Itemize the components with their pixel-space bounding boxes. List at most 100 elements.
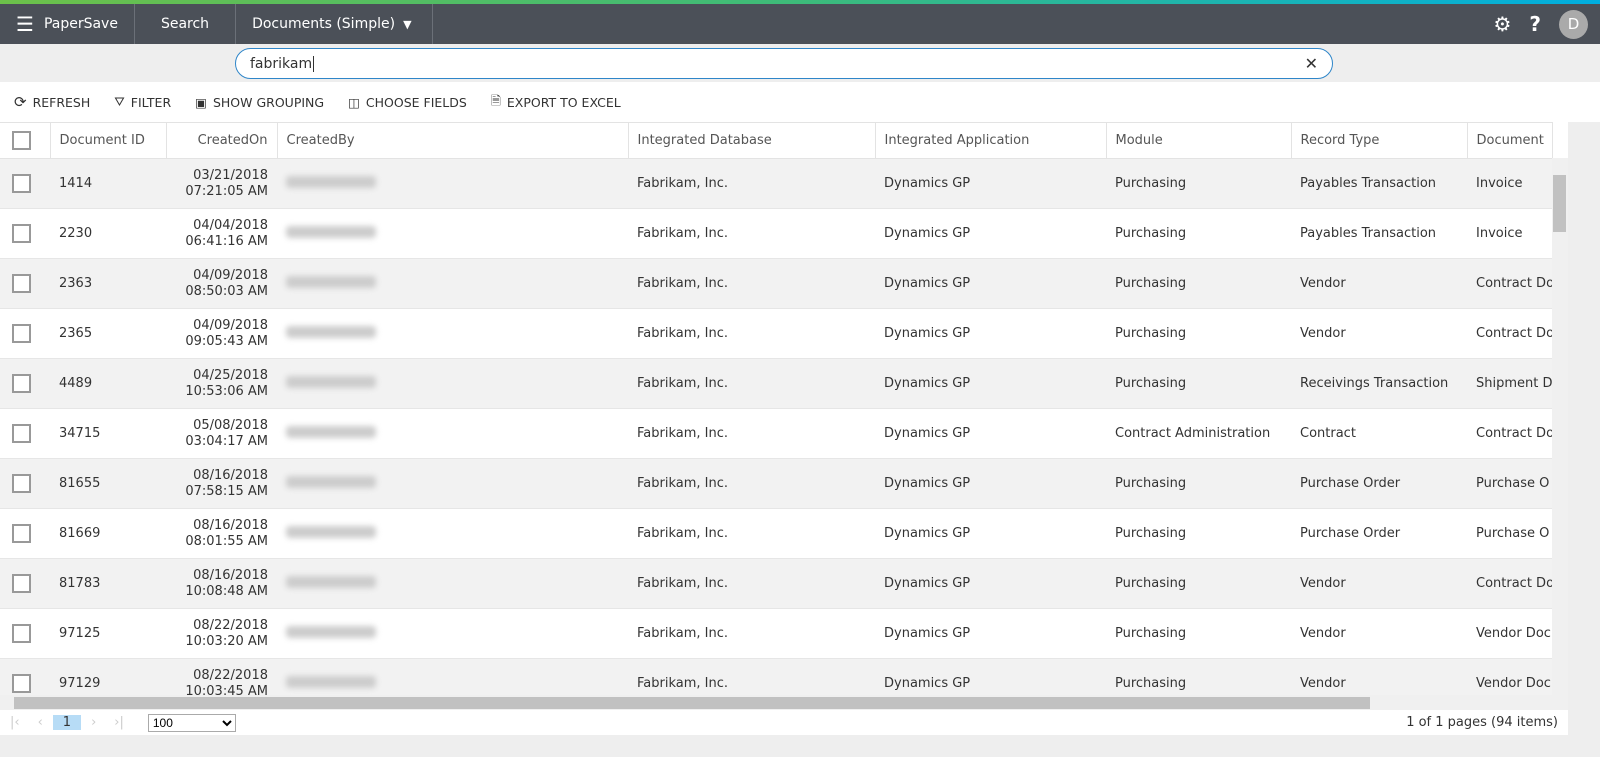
cell-integrated-application: Dynamics GP bbox=[875, 358, 1106, 409]
cell-module: Purchasing bbox=[1106, 658, 1291, 695]
cell-record-type: Vendor bbox=[1291, 658, 1467, 695]
cell-integrated-application: Dynamics GP bbox=[875, 258, 1106, 309]
select-all-checkbox-cell[interactable] bbox=[0, 122, 51, 159]
table-row[interactable]: 4489 04/25/2018 10:53:06 AM Fabrikam, Inc… bbox=[0, 358, 1552, 409]
table-row[interactable]: 81655 08/16/2018 07:58:15 AM Fabrikam, In… bbox=[0, 458, 1552, 509]
cell-createdon: 08/22/2018 10:03:20 AM bbox=[166, 608, 277, 659]
row-checkbox-cell[interactable] bbox=[0, 408, 50, 459]
created-date: 03/21/2018 bbox=[193, 167, 268, 183]
col-document[interactable]: Document bbox=[1467, 122, 1553, 159]
show-grouping-button[interactable]: ▣ SHOW GROUPING bbox=[195, 95, 324, 110]
avatar[interactable]: D bbox=[1559, 9, 1588, 39]
row-checkbox-cell[interactable] bbox=[0, 658, 50, 695]
cell-integrated-application: Dynamics GP bbox=[875, 558, 1106, 609]
row-checkbox[interactable] bbox=[12, 224, 31, 243]
filter-button[interactable]: ⛛ FILTER bbox=[114, 94, 171, 110]
first-page-icon[interactable]: |‹ bbox=[10, 715, 20, 730]
table-row[interactable]: 81669 08/16/2018 08:01:55 AM Fabrikam, In… bbox=[0, 508, 1552, 559]
cell-integrated-database: Fabrikam, Inc. bbox=[628, 658, 875, 695]
refresh-button[interactable]: ⟳ REFRESH bbox=[14, 93, 90, 111]
redacted-name bbox=[286, 475, 376, 488]
row-checkbox[interactable] bbox=[12, 624, 31, 643]
export-excel-button[interactable]: 🗎 EXPORT TO EXCEL bbox=[491, 92, 621, 113]
row-checkbox-cell[interactable] bbox=[0, 208, 50, 259]
row-checkbox[interactable] bbox=[12, 474, 31, 493]
created-time: 10:03:45 AM bbox=[185, 683, 268, 696]
redacted-name bbox=[286, 175, 376, 188]
redacted-name bbox=[286, 675, 376, 688]
last-page-icon[interactable]: ›| bbox=[114, 715, 124, 730]
row-checkbox-cell[interactable] bbox=[0, 258, 50, 309]
created-time: 03:04:17 AM bbox=[185, 433, 268, 449]
help-icon[interactable]: ? bbox=[1529, 12, 1541, 36]
row-checkbox-cell[interactable] bbox=[0, 308, 50, 359]
cell-createdby bbox=[277, 608, 628, 659]
filter-label: FILTER bbox=[130, 94, 172, 110]
cell-integrated-application: Dynamics GP bbox=[875, 658, 1106, 695]
choose-fields-button[interactable]: ◫ CHOOSE FIELDS bbox=[348, 95, 467, 110]
row-checkbox-cell[interactable] bbox=[0, 158, 50, 209]
created-time: 08:50:03 AM bbox=[185, 283, 268, 299]
row-checkbox[interactable] bbox=[12, 674, 31, 693]
table-row[interactable]: 34715 05/08/2018 03:04:17 AM Fabrikam, In… bbox=[0, 408, 1552, 459]
col-document-id[interactable]: Document ID bbox=[50, 122, 167, 159]
row-checkbox[interactable] bbox=[12, 274, 31, 293]
search-input[interactable]: fabrikam ✕ bbox=[235, 48, 1333, 79]
page-size-select[interactable]: 100 bbox=[147, 713, 236, 732]
cell-document-id: 81669 bbox=[50, 508, 166, 559]
row-checkbox[interactable] bbox=[12, 174, 31, 193]
search-value: fabrikam bbox=[250, 55, 313, 72]
horizontal-scroll-thumb[interactable] bbox=[14, 697, 1370, 709]
row-checkbox[interactable] bbox=[12, 574, 31, 593]
cell-document-id: 2363 bbox=[50, 258, 166, 309]
table-row[interactable]: 2230 04/04/2018 06:41:16 AM Fabrikam, Inc… bbox=[0, 208, 1552, 259]
prev-page-icon[interactable]: ‹ bbox=[37, 715, 43, 730]
row-checkbox-cell[interactable] bbox=[0, 458, 50, 509]
cell-createdon: 08/16/2018 08:01:55 AM bbox=[166, 508, 277, 559]
col-integrated-application[interactable]: Integrated Application bbox=[875, 122, 1107, 159]
row-checkbox[interactable] bbox=[12, 324, 31, 343]
redacted-name bbox=[286, 325, 376, 338]
vertical-scroll-thumb[interactable] bbox=[1553, 175, 1566, 232]
nav-search[interactable]: Search bbox=[135, 4, 237, 44]
row-checkbox-cell[interactable] bbox=[0, 358, 50, 409]
col-record-type[interactable]: Record Type bbox=[1291, 122, 1468, 159]
view-dropdown[interactable]: Documents (Simple) ▼ bbox=[236, 4, 433, 44]
app-menu[interactable]: ☰ PaperSave bbox=[0, 4, 135, 44]
table-row[interactable]: 2363 04/09/2018 08:50:03 AM Fabrikam, Inc… bbox=[0, 258, 1552, 309]
refresh-icon: ⟳ bbox=[14, 93, 27, 111]
cell-createdon: 08/22/2018 10:03:45 AM bbox=[166, 658, 277, 696]
vertical-scrollbar[interactable] bbox=[1552, 158, 1568, 695]
row-checkbox[interactable] bbox=[12, 524, 31, 543]
next-page-icon[interactable]: › bbox=[91, 715, 97, 730]
table-row[interactable]: 81783 08/16/2018 10:08:48 AM Fabrikam, In… bbox=[0, 558, 1552, 609]
clear-icon[interactable]: ✕ bbox=[1304, 54, 1318, 73]
created-date: 08/22/2018 bbox=[193, 617, 268, 633]
cell-createdby bbox=[277, 508, 628, 559]
cell-integrated-database: Fabrikam, Inc. bbox=[628, 558, 875, 609]
row-checkbox[interactable] bbox=[12, 424, 31, 443]
select-all-checkbox[interactable] bbox=[12, 131, 31, 150]
table-row[interactable]: 1414 03/21/2018 07:21:05 AM Fabrikam, Inc… bbox=[0, 158, 1552, 209]
cell-integrated-database: Fabrikam, Inc. bbox=[628, 258, 875, 309]
grouping-label: SHOW GROUPING bbox=[212, 94, 325, 110]
gear-icon[interactable]: ⚙ bbox=[1493, 12, 1512, 36]
cell-document-id: 97125 bbox=[50, 608, 166, 659]
table-row[interactable]: 2365 04/09/2018 09:05:43 AM Fabrikam, Inc… bbox=[0, 308, 1552, 359]
columns-icon: ◫ bbox=[348, 94, 360, 110]
col-createdby[interactable]: CreatedBy bbox=[277, 122, 629, 159]
table-row[interactable]: 97129 08/22/2018 10:03:45 AM Fabrikam, In… bbox=[0, 658, 1552, 696]
created-date: 04/09/2018 bbox=[193, 317, 268, 333]
row-checkbox-cell[interactable] bbox=[0, 608, 50, 659]
col-createdon[interactable]: CreatedOn bbox=[166, 122, 278, 159]
redacted-name bbox=[286, 575, 376, 588]
row-checkbox-cell[interactable] bbox=[0, 508, 50, 559]
cell-module: Purchasing bbox=[1106, 458, 1291, 509]
row-checkbox[interactable] bbox=[12, 374, 31, 393]
col-module[interactable]: Module bbox=[1106, 122, 1292, 159]
col-integrated-database[interactable]: Integrated Database bbox=[628, 122, 876, 159]
table-row[interactable]: 97125 08/22/2018 10:03:20 AM Fabrikam, In… bbox=[0, 608, 1552, 659]
row-checkbox-cell[interactable] bbox=[0, 558, 50, 609]
cell-document: Shipment D bbox=[1467, 358, 1552, 409]
page-number-button[interactable]: 1 bbox=[52, 715, 82, 730]
